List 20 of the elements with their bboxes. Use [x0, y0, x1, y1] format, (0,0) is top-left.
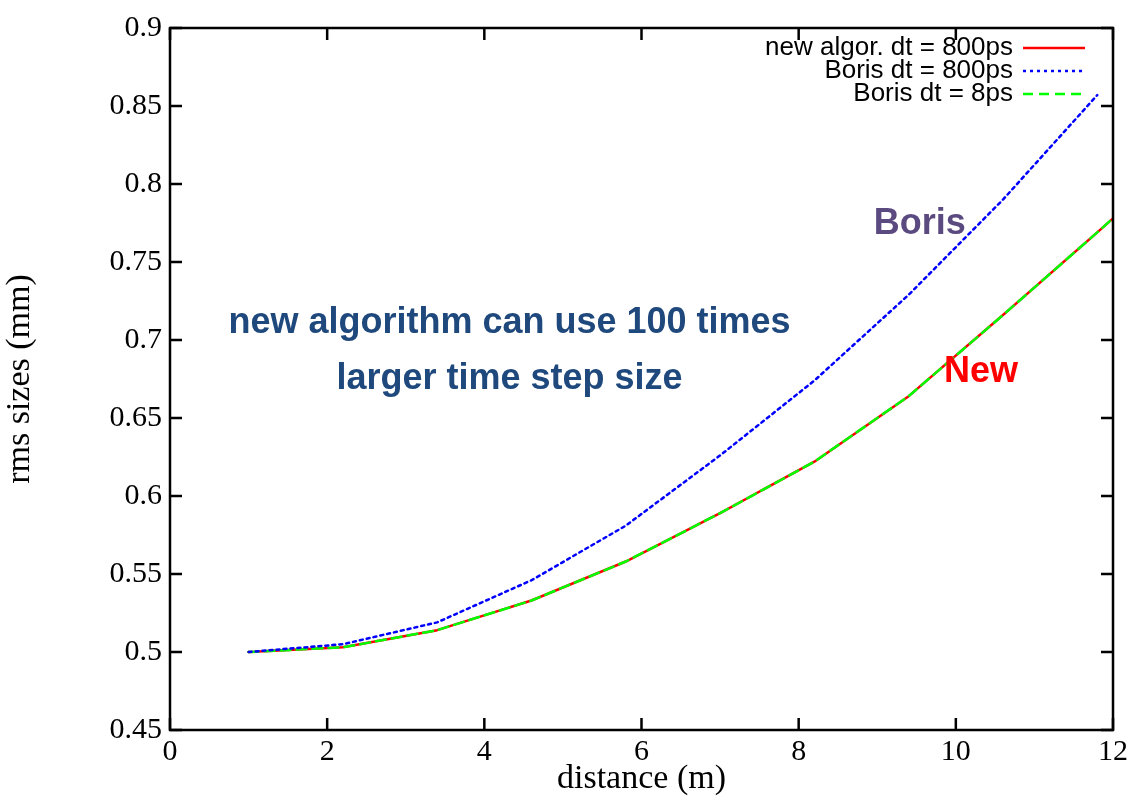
annotation: Boris: [873, 201, 966, 243]
y-tick-label: 0.65: [109, 398, 162, 432]
y-tick-label: 0.8: [124, 164, 162, 198]
annotation: New: [943, 348, 1019, 390]
x-tick-label: 0: [162, 732, 178, 766]
y-tick-label: 0.7: [124, 320, 162, 354]
y-tick-label: 0.45: [109, 710, 162, 744]
y-tick-label: 0.85: [109, 86, 162, 120]
annotation: new algorithm can use 100 times larger time step size: [228, 299, 791, 397]
y-tick-label: 0.9: [124, 8, 162, 42]
y-tick-label: 0.55: [109, 554, 162, 588]
x-tick-label: 2: [319, 732, 335, 766]
y-tick-label: 0.6: [124, 476, 162, 510]
y-tick-label: 0.5: [124, 632, 162, 666]
x-tick-label: 10: [940, 732, 971, 766]
y-tick-label: 0.75: [109, 242, 162, 276]
x-tick-label: 12: [1098, 732, 1128, 766]
y-axis-title: rms sizes (mm): [0, 274, 38, 484]
x-tick-label: 4: [476, 732, 492, 766]
x-tick-label: 8: [791, 732, 807, 766]
